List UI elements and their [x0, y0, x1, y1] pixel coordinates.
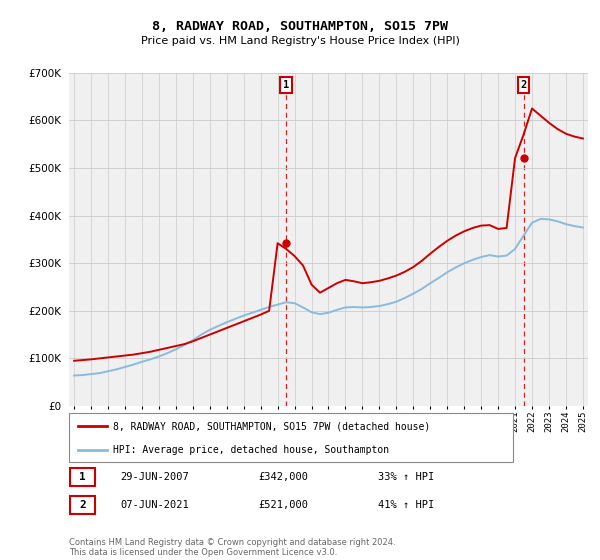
Text: HPI: Average price, detached house, Southampton: HPI: Average price, detached house, Sout… [113, 445, 389, 455]
FancyBboxPatch shape [70, 468, 95, 486]
FancyBboxPatch shape [70, 496, 95, 514]
Text: Contains HM Land Registry data © Crown copyright and database right 2024.
This d: Contains HM Land Registry data © Crown c… [69, 538, 395, 557]
Text: 8, RADWAY ROAD, SOUTHAMPTON, SO15 7PW (detached house): 8, RADWAY ROAD, SOUTHAMPTON, SO15 7PW (d… [113, 421, 431, 431]
Text: £342,000: £342,000 [258, 472, 308, 482]
Text: £521,000: £521,000 [258, 500, 308, 510]
Text: 41% ↑ HPI: 41% ↑ HPI [378, 500, 434, 510]
FancyBboxPatch shape [69, 413, 513, 462]
Text: 07-JUN-2021: 07-JUN-2021 [120, 500, 189, 510]
Text: 33% ↑ HPI: 33% ↑ HPI [378, 472, 434, 482]
Text: 1: 1 [283, 80, 289, 90]
Text: 2: 2 [520, 80, 527, 90]
Text: 1: 1 [79, 472, 86, 482]
Text: 2: 2 [79, 500, 86, 510]
Text: 8, RADWAY ROAD, SOUTHAMPTON, SO15 7PW: 8, RADWAY ROAD, SOUTHAMPTON, SO15 7PW [152, 20, 448, 32]
Text: Price paid vs. HM Land Registry's House Price Index (HPI): Price paid vs. HM Land Registry's House … [140, 36, 460, 46]
Text: 29-JUN-2007: 29-JUN-2007 [120, 472, 189, 482]
